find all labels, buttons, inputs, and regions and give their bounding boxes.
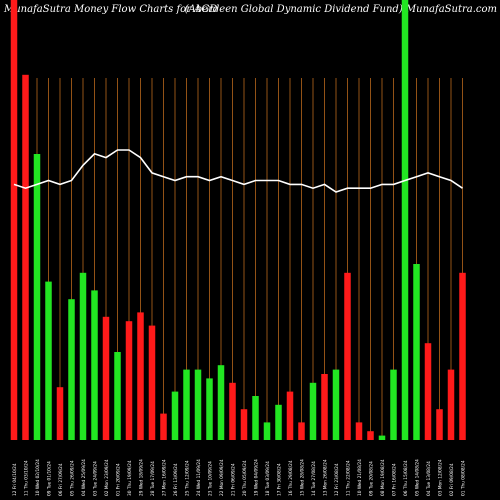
volume-bar [275,404,282,440]
x-axis-label: 19 Wed 04/09/24 [254,459,260,496]
volume-bar [355,422,363,440]
volume-bar [240,409,248,440]
x-axis-label: 21 Fri 06/09/24 [231,463,237,496]
x-axis-label: 11 Thu 03/10/24 [24,460,30,496]
x-axis-label: 06 Thu 15/08/24 [403,460,409,496]
volume-bar [22,74,29,441]
volume-bar [344,272,351,440]
volume-bar [206,378,213,440]
x-axis-label: 15 Wed 28/08/24 [300,459,306,496]
volume-bar [390,369,397,440]
volume-bar [45,281,52,440]
x-axis-label: 07 Fri 16/08/24 [392,463,398,496]
x-axis-label: 17 Fri 30/08/24 [277,463,283,496]
x-axis-label: 12 Fri 04/10/24 [12,463,18,496]
x-axis-label: 05 Wed 14/08/24 [415,459,421,496]
volume-bar [367,431,374,440]
x-axis-label: 03 Mon 12/08/24 [438,459,444,496]
x-axis-label: 04 Tue 13/08/24 [426,461,432,496]
x-axis-label: 02 Fri 09/08/24 [449,463,455,496]
volume-bar [309,382,317,440]
volume-bar [447,369,455,440]
volume-bar [160,413,167,440]
x-axis-label: 26 Fri 13/09/24 [173,463,179,496]
volume-bar [229,382,236,440]
x-axis-label: 05 Thu 26/09/24 [70,460,76,496]
x-axis-label: 01 Fri 20/09/24 [116,463,122,496]
x-axis-label: 13 Mon 26/08/24 [323,459,329,496]
volume-bar [286,391,294,440]
x-axis-label: 02 Mon 23/09/24 [104,459,110,496]
x-axis-label: 30 Thu 19/09/24 [127,460,133,496]
x-axis-label: 09 Tue 20/08/24 [369,461,375,496]
volume-bar [436,409,443,440]
volume-bar [321,374,328,440]
x-axis-label: 09 Tue 01/10/24 [47,461,53,496]
volume-bar [217,365,225,440]
x-axis-label: 27 Mon 16/09/24 [162,459,168,496]
volume-bar [114,352,121,440]
x-axis-label: 29 Wed 18/09/24 [139,459,145,496]
volume-bar [137,312,144,440]
volume-bar [33,154,41,440]
volume-bar [79,272,87,440]
volume-bar [148,325,156,440]
volume-bar [68,299,75,440]
x-axis-label: 12 Fri 23/08/24 [334,463,340,496]
x-axis-label: 04 Wed 25/09/24 [81,459,87,496]
x-axis-label: 16 Thu 29/08/24 [288,460,294,496]
volume-bar [378,435,386,440]
volume-bar [413,264,420,440]
chart-title-left: MunafaSutra Money Flow Charts for AGD [4,4,218,15]
x-axis-label: 01 Thu 08/08/24 [461,460,467,496]
volume-bar [10,0,18,440]
volume-bar [252,396,259,440]
volume-bar [401,0,409,440]
volume-bar [102,316,110,440]
volume-bar [56,387,64,440]
volume-bar [298,422,305,440]
price-line [13,149,463,193]
volume-bar [171,391,179,440]
x-axis-label: 20 Thu 05/09/24 [242,460,248,496]
x-axis-label: 08 Mon 19/08/24 [380,459,386,496]
x-axis-label: 23 Tue 10/09/24 [208,461,214,496]
volume-bar [332,369,340,440]
chart-title-right: (Aberdeen Global Dynamic Dividend Fund) … [184,4,497,15]
x-axis-label: 06 Fri 27/09/24 [58,463,64,496]
x-axis-label: 28 Tue 17/09/24 [150,461,156,496]
volume-bar [125,321,133,440]
x-axis-label: 11 Thu 22/08/24 [346,460,352,496]
volume-bar [194,369,202,440]
x-axis-label: 24 Wed 11/09/24 [196,459,202,496]
volume-bars [10,0,466,441]
x-axis-label: 10 Wed 02/10/24 [35,459,41,496]
volume-bar [183,369,190,440]
x-axis-label: 22 Mon 09/09/24 [219,459,225,496]
volume-bar [459,272,466,440]
volume-bar [263,422,271,440]
x-axis-label: 14 Tue 27/08/24 [311,461,317,496]
volume-bar [424,343,432,440]
x-axis-labels: 12 Fri 04/10/24 11 Thu 03/10/24 10 Wed 02/… [12,459,467,496]
x-axis-label: 18 Tue 03/09/24 [265,461,271,496]
volume-bar [91,290,98,440]
x-axis-label: 03 Tue 24/09/24 [93,461,99,496]
x-axis-label: 10 Wed 21/08/24 [357,459,363,496]
x-axis-label: 25 Thu 12/09/24 [185,460,191,496]
price-line-group [13,149,463,193]
